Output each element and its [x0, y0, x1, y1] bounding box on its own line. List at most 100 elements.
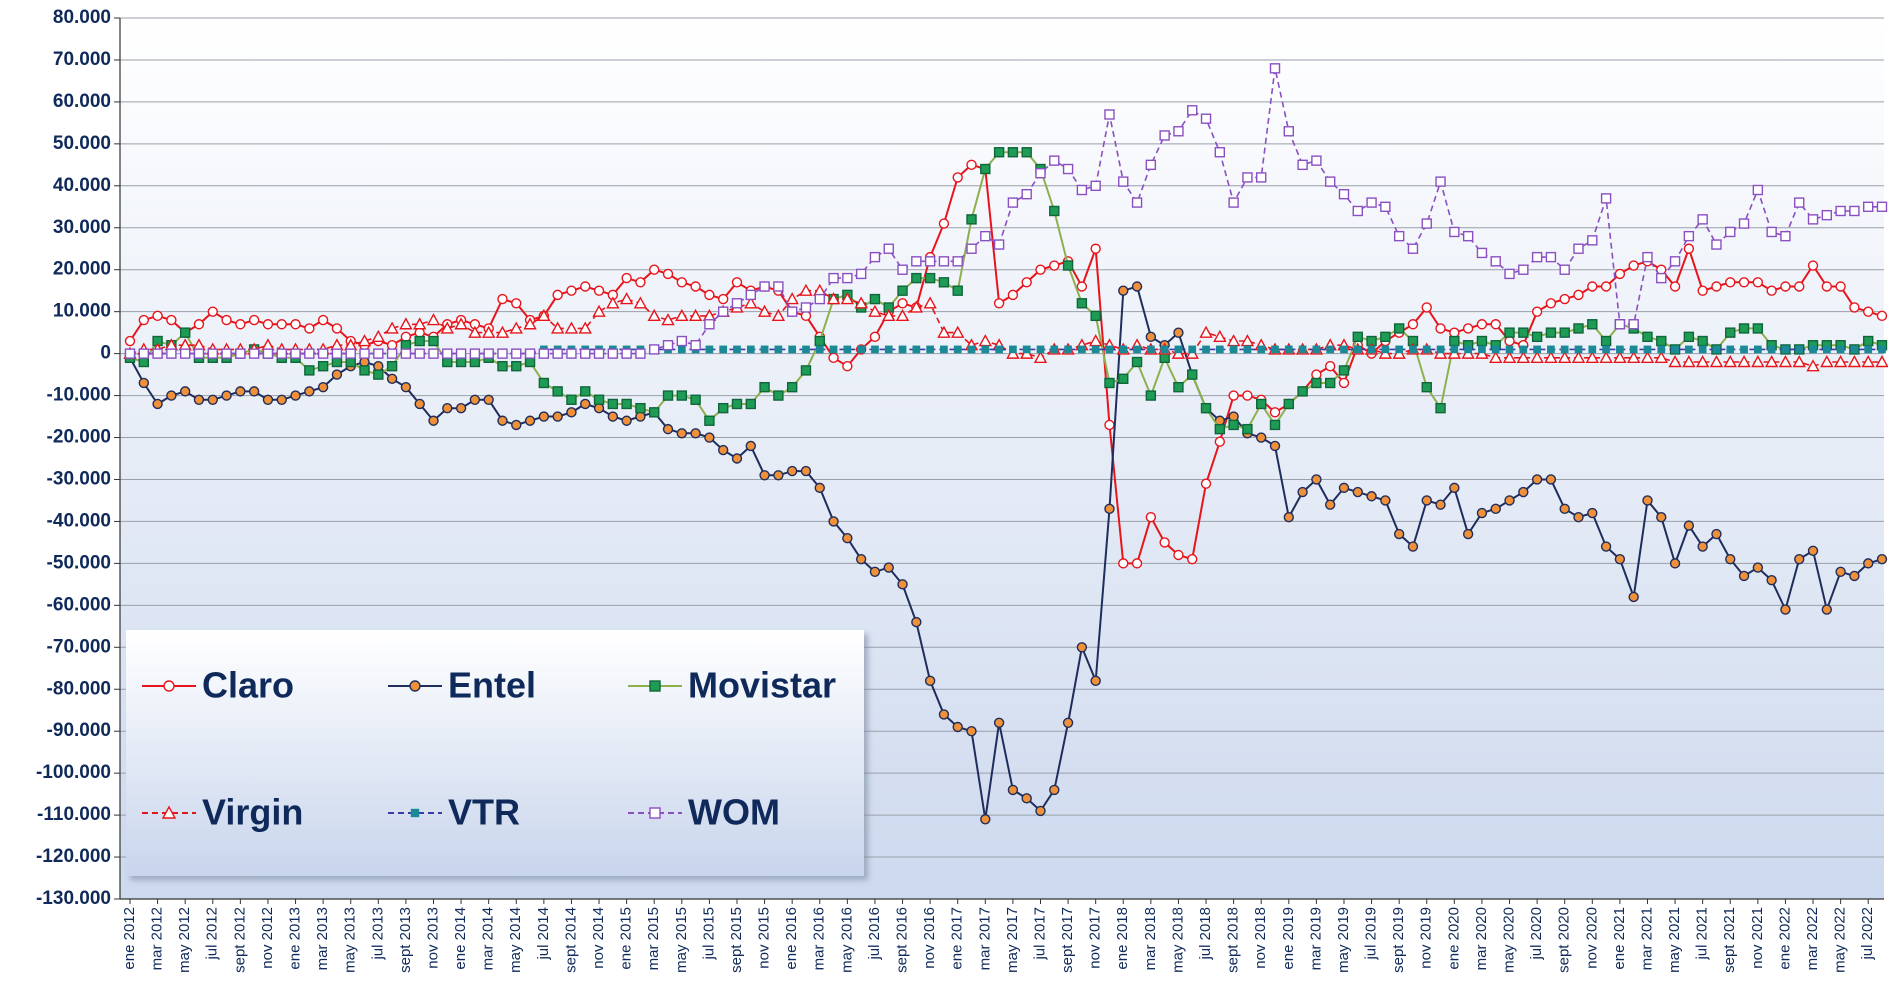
data-point — [1133, 345, 1141, 354]
data-point — [1669, 281, 1681, 292]
data-point — [607, 398, 619, 410]
data-point — [1518, 486, 1529, 498]
x-tick-label: may 2014 — [507, 907, 524, 973]
data-point — [1297, 159, 1308, 171]
data-point — [1338, 482, 1350, 494]
data-point — [1669, 558, 1681, 569]
data-point — [1600, 541, 1612, 552]
data-point — [1821, 281, 1833, 292]
x-tick-label: mar 2015 — [645, 907, 662, 970]
data-point — [1311, 155, 1322, 166]
data-point — [940, 345, 948, 354]
data-point — [953, 345, 962, 354]
data-point — [1573, 289, 1584, 301]
x-tick-label: ene 2021 — [1611, 907, 1628, 970]
data-point — [1698, 345, 1707, 354]
data-point — [1435, 176, 1446, 187]
y-tick-label: 20.000 — [53, 259, 111, 280]
data-point — [1518, 327, 1529, 338]
data-point — [524, 356, 536, 368]
data-point — [580, 281, 591, 292]
data-point — [799, 283, 813, 296]
y-tick-label: 30.000 — [53, 217, 111, 238]
data-point — [1033, 350, 1048, 364]
data-point — [1228, 411, 1239, 422]
data-point — [469, 348, 481, 359]
data-point — [733, 345, 741, 354]
x-tick-label: ene 2012 — [121, 907, 138, 970]
data-point — [580, 348, 591, 359]
data-point — [1298, 345, 1307, 354]
data-point — [938, 256, 950, 267]
data-point — [317, 361, 329, 372]
data-point — [1311, 377, 1322, 389]
data-point — [593, 394, 605, 405]
data-point — [1683, 230, 1695, 242]
data-point — [1780, 604, 1791, 615]
data-point — [1778, 355, 1793, 368]
data-point — [1174, 345, 1183, 354]
data-point — [1752, 277, 1764, 288]
data-point — [248, 314, 260, 326]
x-tick-label: mar 2018 — [1142, 907, 1159, 970]
data-point — [868, 304, 882, 317]
x-tick-label: sept 2016 — [894, 907, 911, 973]
data-point — [1613, 350, 1627, 364]
data-point — [635, 277, 646, 288]
data-point — [1820, 355, 1834, 368]
x-tick-label: may 2018 — [1169, 907, 1186, 973]
data-point — [1738, 218, 1750, 229]
data-point — [800, 465, 812, 477]
y-tick-label: 10.000 — [53, 301, 111, 322]
data-point — [1380, 495, 1391, 506]
data-point — [495, 325, 510, 338]
data-point — [814, 293, 825, 305]
data-point — [1226, 334, 1241, 347]
data-point — [359, 348, 370, 359]
data-point — [828, 516, 839, 527]
data-point — [1656, 512, 1667, 523]
data-point — [1435, 499, 1446, 510]
data-point — [1599, 350, 1613, 364]
data-point — [345, 356, 356, 368]
data-point — [497, 348, 508, 359]
data-point — [912, 345, 921, 354]
data-point — [1078, 345, 1086, 354]
data-point — [773, 281, 784, 292]
data-point — [1118, 373, 1129, 384]
data-point — [1574, 345, 1583, 354]
data-point — [428, 415, 439, 426]
x-tick-label: may 2021 — [1666, 907, 1683, 973]
data-point — [566, 394, 577, 405]
data-point — [1863, 558, 1874, 569]
x-tick-label: mar 2017 — [976, 907, 993, 970]
data-point — [524, 348, 536, 359]
data-point — [276, 319, 287, 330]
data-point — [1324, 176, 1336, 187]
data-point — [897, 285, 908, 296]
x-tick-label: jul 2018 — [1197, 907, 1214, 961]
data-point — [1836, 345, 1845, 354]
data-point — [952, 721, 963, 733]
data-point — [276, 348, 287, 359]
data-point — [774, 345, 783, 354]
data-point — [1585, 350, 1599, 364]
data-point — [138, 356, 149, 368]
data-point — [842, 533, 853, 544]
data-point — [524, 415, 536, 426]
data-point — [152, 398, 163, 410]
data-point — [952, 172, 963, 183]
data-point — [1462, 528, 1474, 540]
data-point — [1436, 345, 1445, 354]
data-point — [773, 390, 784, 401]
data-point — [357, 334, 372, 347]
data-point — [993, 298, 1005, 309]
data-point — [746, 345, 755, 354]
x-tick-label: ene 2019 — [1280, 907, 1297, 970]
data-point — [1062, 163, 1074, 175]
data-point — [566, 285, 577, 296]
data-point — [1076, 642, 1088, 653]
data-point — [1725, 226, 1736, 238]
data-point — [1007, 289, 1019, 301]
data-point — [455, 348, 467, 359]
